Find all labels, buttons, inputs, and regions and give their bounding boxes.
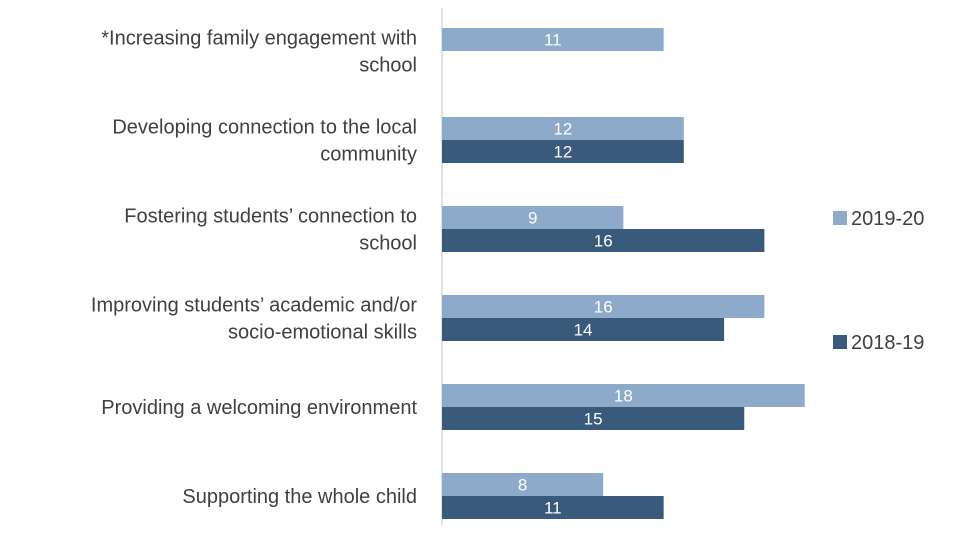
bar-2019-20 [442,206,624,229]
bar-2019-20 [442,295,765,318]
bar-2018-19 [442,496,664,519]
bar-2018-19 [442,318,725,341]
category-labels: *Increasing family engagement with school… [91,28,418,509]
bar-2019-20 [442,117,684,140]
data-label: 11 [544,31,562,50]
bar-2018-19 [442,229,765,252]
data-label: 8 [518,476,527,495]
data-label: 14 [574,321,593,340]
data-label: 18 [614,387,633,406]
bar-2018-19 [442,140,684,163]
data-label: 11 [544,499,562,518]
legend: 2019-20 2018-19 [833,208,924,354]
legend-swatch [833,335,847,349]
data-label: 16 [594,298,613,317]
data-label: 15 [584,410,603,429]
bar-2019-20 [442,384,805,407]
legend-label: 2019-20 [851,208,924,230]
category-label: Improving students’ academic and/or socio… [91,295,417,344]
category-label: *Increasing family engagement with school [101,28,417,77]
data-label: 12 [553,143,572,162]
category-label: Developing connection to the local commun… [112,117,417,166]
legend-label: 2018-19 [851,332,924,354]
data-label: 12 [553,120,572,139]
category-label: Fostering students’ connection to school [124,206,417,255]
bar-2019-20 [442,473,604,496]
category-label: Providing a welcoming environment [101,397,417,419]
category-label: Supporting the whole child [182,486,417,508]
bar-2018-19 [442,407,745,430]
legend-swatch [833,211,847,225]
data-label: 16 [594,232,613,251]
bar-2019-20 [442,28,664,51]
data-label: 9 [528,209,537,228]
